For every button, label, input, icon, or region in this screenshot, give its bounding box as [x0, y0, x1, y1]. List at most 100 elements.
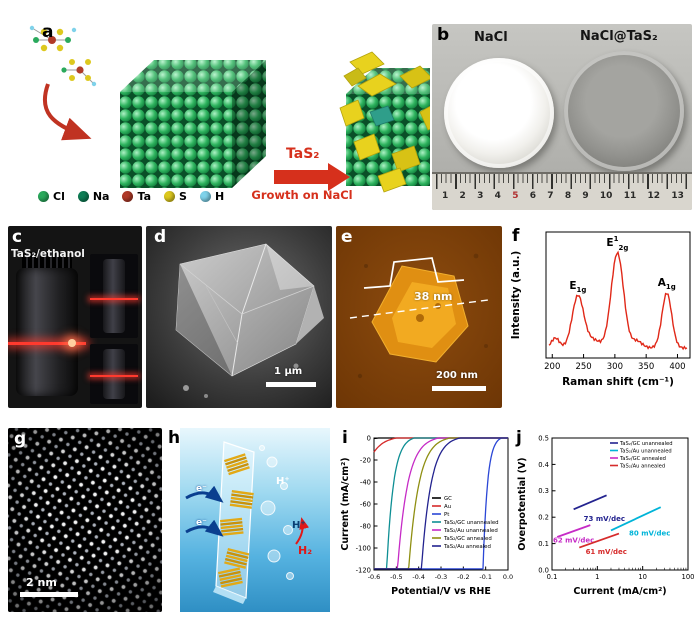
laser-beam — [8, 342, 86, 345]
nacl-powder-dish — [444, 58, 554, 168]
ruler-number: 9 — [582, 191, 589, 201]
x-tick-label: -0.4 — [412, 573, 424, 581]
x-tick-label: -0.6 — [368, 573, 380, 581]
legend-entry: TaS₂/GC annealed — [443, 536, 492, 542]
panel-label-d: d — [154, 227, 167, 247]
proton-label: H⁺ — [292, 520, 306, 531]
mini-vial — [103, 349, 125, 399]
ruler-number: 13 — [671, 191, 684, 201]
y-tick-label: -100 — [356, 544, 371, 552]
tafel-segment — [610, 506, 662, 532]
atom-legend: Cl Na Ta S H — [38, 190, 224, 203]
legend-label: S — [179, 190, 187, 203]
raman-peak-label: E1g — [569, 280, 586, 294]
tyndall-photo-top — [90, 254, 138, 338]
x-tick-label: -0.2 — [457, 573, 469, 581]
x-tick-label: 400 — [669, 362, 685, 372]
tyndall-photo-bottom — [90, 344, 138, 404]
scale-bar — [266, 382, 316, 387]
afm-micrograph — [336, 226, 502, 408]
nacl-cube — [120, 60, 266, 188]
legend-entry: Pt — [444, 512, 449, 518]
panel-g-stem-image: g 2 nm — [8, 428, 162, 612]
cl-atom-icon — [38, 191, 49, 202]
legend-item-na: Na — [77, 190, 110, 203]
legend-item-cl: Cl — [38, 190, 65, 203]
panel-label-c: c — [12, 227, 23, 247]
tafel-x-axis-label: Current (mA/cm²) — [573, 586, 666, 597]
x-tick-label: 10 — [638, 573, 647, 581]
laser-spot — [68, 339, 76, 347]
y-tick-label: 0.2 — [538, 514, 549, 522]
legend-entry: TaS₂/Au unannealed — [619, 449, 672, 455]
lsv-curve — [373, 437, 508, 453]
scale-bar-label: 2 nm — [26, 576, 57, 589]
legend-label: Na — [92, 190, 110, 203]
electron-label: e⁻ — [196, 484, 207, 494]
panel-label-e: e — [341, 227, 353, 247]
vial-label: TaS₂/ethanol — [11, 248, 85, 260]
legend-entry: TaS₂/GC unannealed — [443, 520, 499, 526]
growth-caption: Growth on NaCl — [251, 188, 353, 202]
ruler-number: 12 — [647, 191, 661, 201]
tafel-segment — [573, 494, 607, 511]
thickness-label: 38 nm — [414, 290, 453, 303]
legend-entry: Au — [444, 504, 451, 510]
raman-spectrum-chart: 200 250 300 350 400 E1g E12g A1g Raman shift (cm… — [506, 226, 696, 408]
scale-bar-label: 200 nm — [436, 370, 478, 381]
na-atom-icon — [77, 191, 89, 202]
ta-atom-icon — [122, 191, 134, 202]
tyndall-beam — [90, 297, 138, 300]
nacl-tas2-dish-label: NaCl@TaS₂ — [580, 29, 658, 44]
x-tick-label: -0.3 — [435, 573, 447, 581]
y-tick-label: -80 — [360, 522, 371, 530]
legend-entry: TaS₂/GC unannealed — [619, 441, 673, 447]
x-tick-label: 350 — [638, 362, 654, 372]
raman-peak-label: E12g — [606, 235, 628, 252]
ruler-number: 3 — [477, 191, 484, 201]
nacl-tas2-powder-dish — [564, 51, 684, 171]
x-tick-label: 300 — [607, 362, 623, 372]
legend-entry: TaS₂/Au annealed — [443, 544, 491, 550]
x-tick-label: 200 — [544, 362, 560, 372]
mini-vial — [103, 259, 125, 333]
nacl-dish-label: NaCl — [474, 30, 508, 45]
panel-label-i: i — [342, 428, 348, 448]
x-tick-label: 100 — [682, 573, 695, 581]
tas2-flakes — [339, 51, 447, 193]
legend-entry: TaS₂/GC annealed — [619, 456, 666, 462]
ruler-numbers: 1 2 3 4 5 6 7 8 9 10 11 12 13 — [442, 191, 684, 201]
tafel-segment — [556, 524, 591, 538]
vignette — [8, 428, 162, 612]
panel-e-afm-image: e 38 nm 200 nm — [336, 226, 502, 408]
x-tick-label: 1 — [595, 573, 599, 581]
x-tick-label: 0.1 — [547, 573, 558, 581]
tafel-y-axis-label: Overpotential (V) — [517, 457, 528, 550]
panel-h-her-schematic: h — [166, 428, 332, 612]
raman-peak-label: A1g — [658, 277, 676, 291]
electron-arrow — [185, 485, 224, 503]
ruler-number: 2 — [459, 191, 466, 201]
stem-micrograph: g 2 nm — [8, 428, 162, 612]
y-tick-label: 0.4 — [538, 461, 549, 469]
y-tick-label: 0.0 — [538, 566, 549, 574]
tafel-slope-label: 80 mV/dec — [629, 530, 670, 538]
vial — [16, 268, 78, 396]
x-tick-label: 0.0 — [503, 573, 513, 581]
x-tick-label: -0.1 — [479, 573, 491, 581]
ruler-number: 1 — [442, 191, 449, 201]
panel-d-sem-image: d 1 μm — [146, 226, 332, 408]
s-atom-icon — [164, 191, 175, 202]
y-tick-label: 0 — [367, 434, 371, 442]
powder-photo: b NaCl NaCl@TaS₂ 1 2 3 4 5 6 7 8 9 10 11 12 13 — [432, 24, 692, 210]
flake-stacks — [218, 453, 254, 588]
tafel-segment — [578, 532, 620, 549]
y-tick-label: -120 — [356, 566, 371, 574]
tafel-slope-label: 62 mV/dec — [553, 536, 594, 544]
y-tick-label: 0.5 — [538, 434, 549, 442]
x-tick-label: -0.5 — [390, 573, 402, 581]
panel-i-polarization: i 0 -20 -40 -60 -80 -100 -120 -0.6 -0.5 -0.4 -0.3 -… — [338, 428, 514, 616]
growth-arrow — [274, 163, 350, 191]
y-tick-label: 0.1 — [538, 540, 549, 548]
